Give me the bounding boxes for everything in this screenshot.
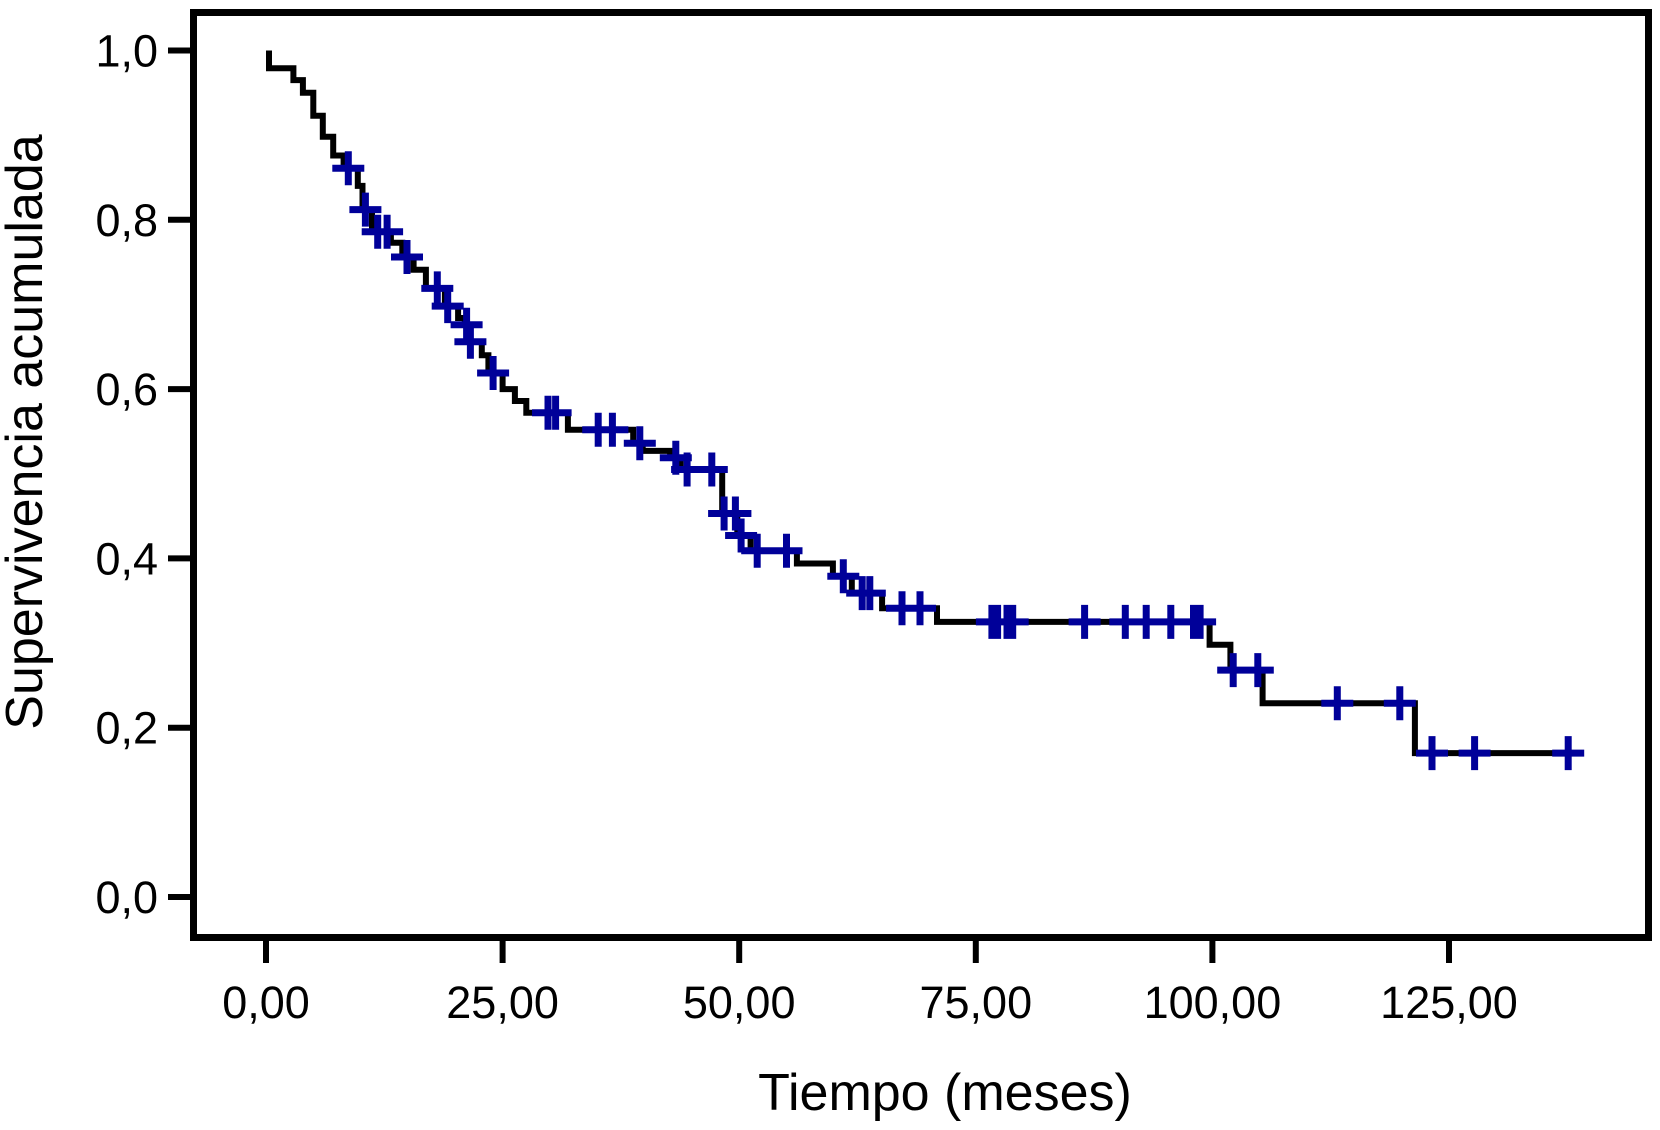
x-axis-ticks: 0,00 25,00 50,00 75,00 100,00 125,00 — [222, 941, 1518, 1028]
x-tick-label: 75,00 — [919, 977, 1032, 1028]
y-tick-label: 0,0 — [95, 872, 158, 923]
censor-marks — [332, 151, 1585, 771]
x-axis-title: Tiempo (meses) — [758, 1064, 1132, 1122]
y-tick-label: 0,8 — [95, 195, 158, 246]
y-tick-label: 0,4 — [95, 533, 158, 584]
y-tick-label: 1,0 — [95, 26, 158, 77]
x-tick-label: 125,00 — [1380, 977, 1518, 1028]
y-tick-label: 0,6 — [95, 364, 158, 415]
survival-curve — [266, 50, 1581, 757]
y-axis-title: Supervivencia acumulada — [0, 134, 54, 730]
x-tick-label: 0,00 — [222, 977, 310, 1028]
plot-frame — [190, 9, 1652, 941]
y-axis-ticks: 0,0 0,2 0,4 0,6 0,8 1,0 — [95, 26, 190, 923]
x-tick-label: 25,00 — [446, 977, 559, 1028]
y-tick-label: 0,2 — [95, 703, 158, 754]
x-tick-label: 50,00 — [683, 977, 796, 1028]
x-tick-label: 100,00 — [1144, 977, 1282, 1028]
